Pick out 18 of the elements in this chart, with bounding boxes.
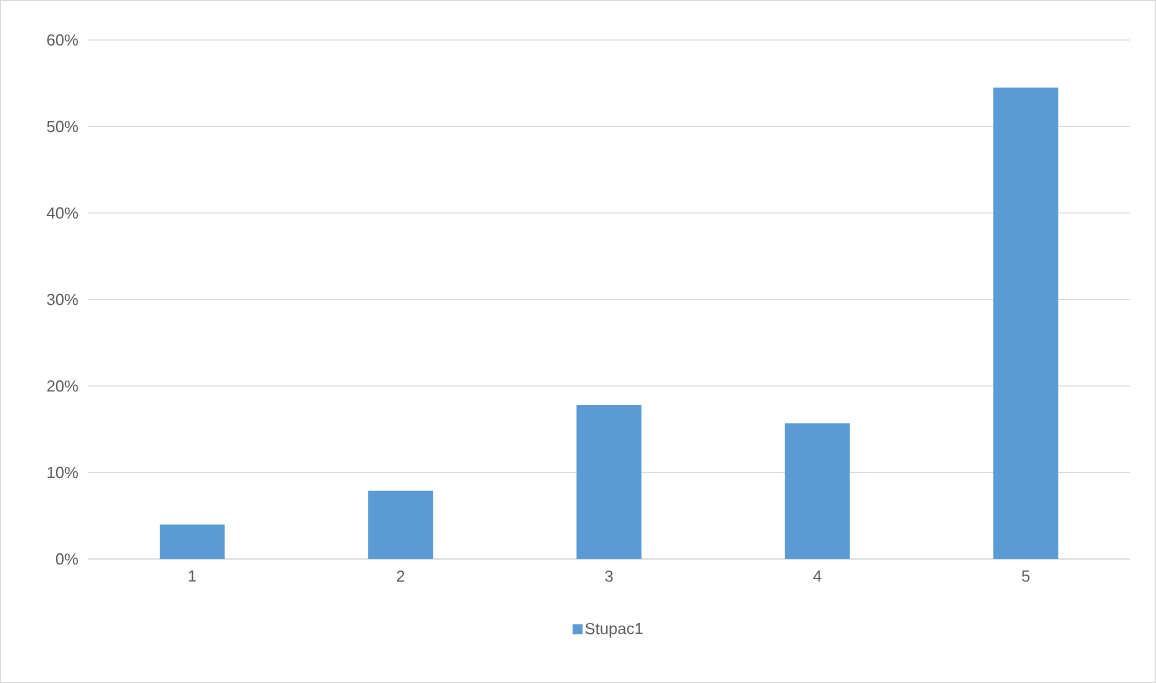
x-tick-label: 1 <box>188 570 196 582</box>
y-tick-label: 30% <box>47 293 78 306</box>
bar <box>784 423 850 559</box>
bar <box>993 87 1059 559</box>
y-tick-label: 0% <box>55 553 78 565</box>
y-tick-label: 40% <box>46 207 78 219</box>
bar <box>368 490 434 559</box>
y-tick-label: 60% <box>47 34 78 46</box>
x-tick-label: 5 <box>1021 570 1030 582</box>
x-tick-label: 3 <box>605 570 613 582</box>
bar <box>159 524 225 559</box>
y-tick-label: 50% <box>47 120 78 133</box>
bar <box>576 405 642 559</box>
y-tick-label: 20% <box>47 380 78 392</box>
x-tick-label: 4 <box>813 570 822 582</box>
x-tick-label: 2 <box>396 570 405 582</box>
legend-label: Stupac1 <box>585 622 643 638</box>
y-tick-label: 10% <box>47 466 78 479</box>
